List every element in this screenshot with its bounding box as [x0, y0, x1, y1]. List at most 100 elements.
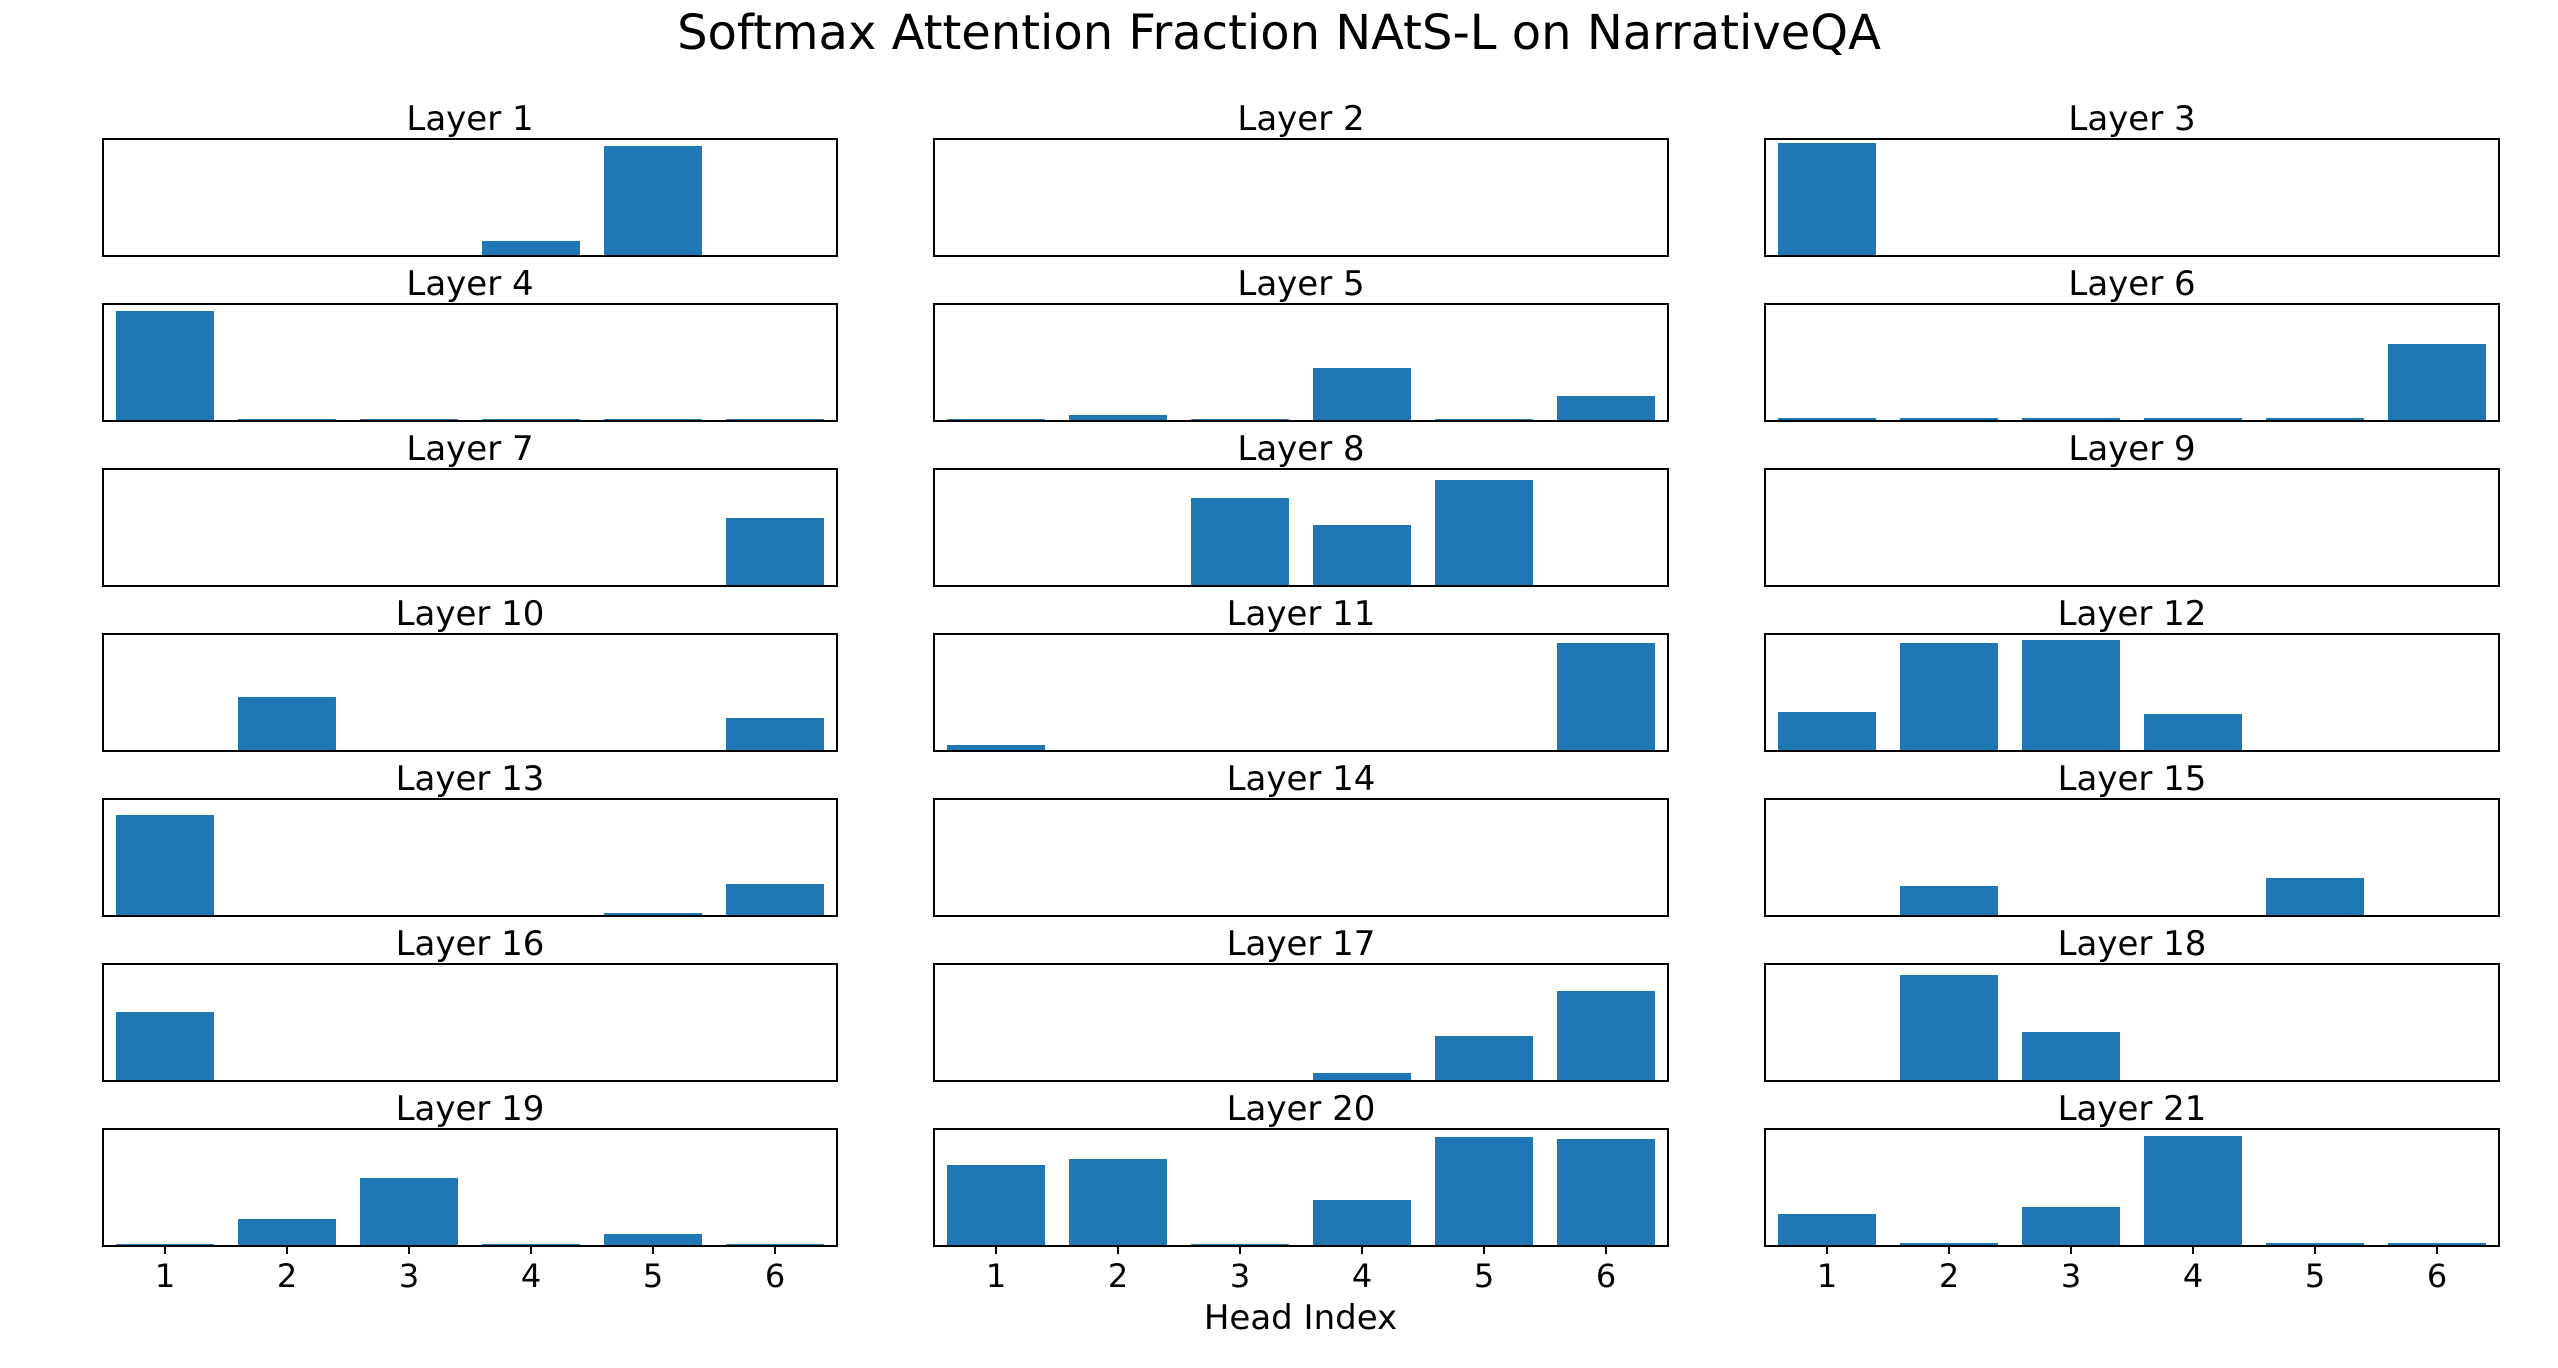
bar-slot: [104, 305, 226, 420]
plot-area: 1 2 3 4 5 6: [933, 1128, 1669, 1295]
x-tick: 2: [1057, 1245, 1179, 1295]
bar-slot: [1888, 800, 2010, 915]
bar-head-6: [1557, 1139, 1655, 1245]
tick-mark: [2436, 1245, 2438, 1254]
subplot-title: Layer 15: [2057, 759, 2207, 800]
plot-area: [933, 468, 1669, 587]
tick-label: 4: [2182, 1257, 2204, 1295]
bar-slot: [1888, 1130, 2010, 1245]
tick-mark: [1826, 1245, 1828, 1254]
plot-area: 1 2 3 4 5 6: [1764, 1128, 2500, 1295]
bar-head-5: [1435, 480, 1533, 585]
bar-slot: [1057, 635, 1179, 750]
bar-head-1: [116, 310, 214, 420]
x-tick: 3: [348, 1245, 470, 1295]
bar-slot: [2254, 1130, 2376, 1245]
subplot-layer-13: Layer 13: [102, 752, 838, 917]
subplot-layer-11: Layer 11: [933, 587, 1669, 752]
bar-slot: [714, 635, 836, 750]
tick-mark: [530, 1245, 532, 1254]
bar-slot: [2254, 140, 2376, 255]
bar-slot: [2376, 140, 2498, 255]
plot-area: [1764, 303, 2500, 422]
plot-area: [102, 798, 838, 917]
bar-head-6: [726, 717, 824, 750]
tick-label: 5: [2304, 1257, 2326, 1295]
bar-slot: [2132, 1130, 2254, 1245]
x-tick: 6: [2376, 1245, 2498, 1295]
bar-slot: [935, 140, 1057, 255]
bar-slot: [2254, 800, 2376, 915]
tick-label: 5: [1473, 1257, 1495, 1295]
bar-head-4: [2144, 714, 2242, 750]
bar-slot: [1057, 140, 1179, 255]
subplot-title: Layer 17: [1226, 924, 1376, 965]
bar-slot: [1423, 965, 1545, 1080]
bar-head-1: [1778, 712, 1876, 750]
tick-mark: [774, 1245, 776, 1254]
bar-slot: [714, 470, 836, 585]
bar-slot: [592, 140, 714, 255]
bar-slot: [1179, 800, 1301, 915]
bar-head-2: [238, 418, 336, 420]
bar-slot: [1423, 1130, 1545, 1245]
bar-slot: [1179, 140, 1301, 255]
bar-slot: [2376, 305, 2498, 420]
bar-slot: [2132, 965, 2254, 1080]
bar-slot: [104, 965, 226, 1080]
bar-slot: [348, 635, 470, 750]
bar-slot: [1545, 470, 1667, 585]
bar-slot: [104, 140, 226, 255]
plot-area: [933, 633, 1669, 752]
plot-area: [102, 633, 838, 752]
bar-slot: [1301, 1130, 1423, 1245]
bar-head-1: [116, 814, 214, 915]
subplot-title: Layer 2: [1237, 99, 1365, 140]
bar-head-3: [360, 418, 458, 420]
subplot-layer-14: Layer 14: [933, 752, 1669, 917]
subplot-layer-1: Layer 1: [102, 92, 838, 257]
plot-area: [1764, 798, 2500, 917]
bar-slot: [1423, 470, 1545, 585]
bar-head-4: [482, 1243, 580, 1245]
bar-head-5: [2266, 1242, 2364, 1245]
bar-slot: [226, 1130, 348, 1245]
bar-head-3: [360, 1178, 458, 1245]
bar-slot: [935, 965, 1057, 1080]
tick-label: 3: [1229, 1257, 1251, 1295]
subplot-title: Layer 13: [395, 759, 545, 800]
plot-area: [102, 303, 838, 422]
subplot-layer-10: Layer 10: [102, 587, 838, 752]
bar-head-6: [2388, 344, 2486, 420]
tick-label: 6: [1595, 1257, 1617, 1295]
bar-slot: [1545, 800, 1667, 915]
bar-slot: [348, 470, 470, 585]
tick-label: 3: [2060, 1257, 2082, 1295]
bar-slot: [1057, 1130, 1179, 1245]
bar-slot: [2254, 305, 2376, 420]
tick-label: 2: [276, 1257, 298, 1295]
subplot-layer-20: Layer 20 1 2 3 4 5 6: [933, 1082, 1669, 1295]
bar-slot: [470, 1130, 592, 1245]
bar-slot: [2010, 305, 2132, 420]
subplot-layer-18: Layer 18: [1764, 917, 2500, 1082]
x-tick: 1: [1766, 1245, 1888, 1295]
bar-head-5: [604, 418, 702, 420]
bar-slot: [2254, 965, 2376, 1080]
bar-slot: [1545, 635, 1667, 750]
bar-slot: [470, 800, 592, 915]
bar-head-2: [1900, 643, 1998, 750]
plot-area: [102, 138, 838, 257]
tick-label: 1: [985, 1257, 1007, 1295]
subplot-title: Layer 12: [2057, 594, 2207, 635]
bar-slot: [470, 470, 592, 585]
x-tick: 4: [1301, 1245, 1423, 1295]
plot-area: [933, 963, 1669, 1082]
bar-slot: [1766, 1130, 1888, 1245]
bar-slot: [1766, 140, 1888, 255]
bar-slot: [714, 800, 836, 915]
bar-slot: [1766, 635, 1888, 750]
bar-slot: [1888, 305, 2010, 420]
bar-slot: [1766, 800, 1888, 915]
x-tick: 3: [2010, 1245, 2132, 1295]
